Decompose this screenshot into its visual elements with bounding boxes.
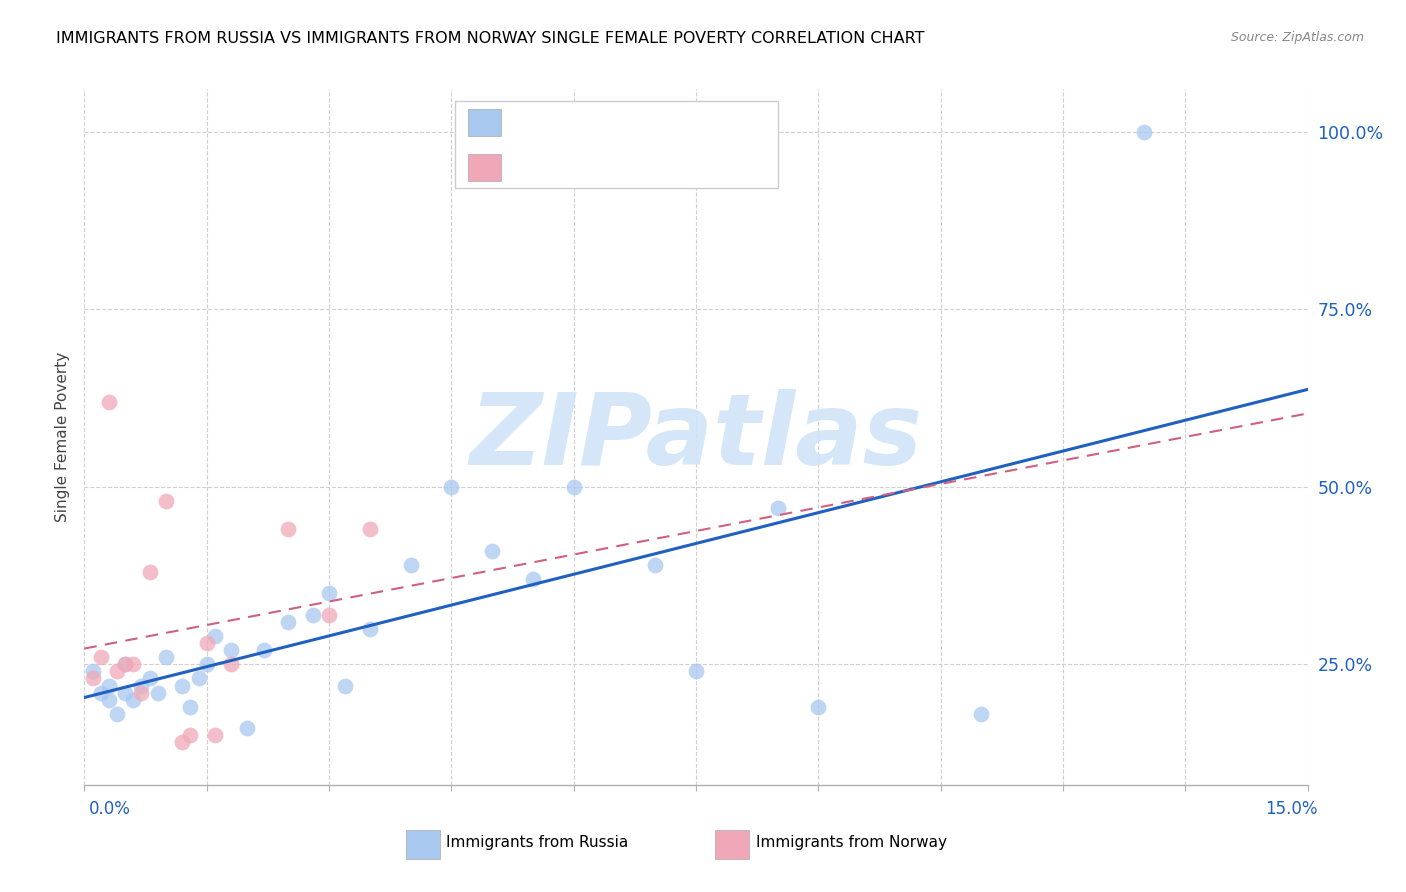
Point	[155, 494, 177, 508]
Text: 0.0%: 0.0%	[89, 799, 131, 817]
FancyBboxPatch shape	[406, 830, 440, 858]
Point	[685, 665, 707, 679]
Point	[138, 672, 160, 686]
Text: 0.323: 0.323	[561, 159, 617, 177]
Point	[122, 692, 145, 706]
Text: Immigrants from Russia: Immigrants from Russia	[446, 836, 628, 850]
Point	[172, 735, 194, 749]
Point	[114, 657, 136, 672]
Text: ZIPatlas: ZIPatlas	[470, 389, 922, 485]
Y-axis label: Single Female Poverty: Single Female Poverty	[55, 352, 70, 522]
Point	[179, 699, 201, 714]
Point	[105, 706, 128, 721]
Point	[97, 394, 120, 409]
Point	[253, 643, 276, 657]
Point	[970, 706, 993, 721]
Point	[440, 480, 463, 494]
FancyBboxPatch shape	[454, 102, 779, 188]
Point	[82, 665, 104, 679]
FancyBboxPatch shape	[716, 830, 749, 858]
Text: R =: R =	[515, 159, 553, 177]
Point	[172, 679, 194, 693]
Point	[1133, 125, 1156, 139]
Point	[90, 650, 112, 665]
Point	[301, 607, 323, 622]
Point	[138, 565, 160, 579]
Text: N =: N =	[637, 159, 676, 177]
Point	[195, 636, 218, 650]
Point	[195, 657, 218, 672]
Point	[187, 672, 209, 686]
Point	[399, 558, 422, 572]
Point	[131, 679, 153, 693]
Point	[82, 672, 104, 686]
Point	[105, 665, 128, 679]
Point	[146, 686, 169, 700]
Point	[277, 522, 299, 536]
Point	[219, 657, 242, 672]
FancyBboxPatch shape	[468, 109, 501, 136]
Point	[219, 643, 242, 657]
Point	[204, 728, 226, 742]
Point	[766, 501, 789, 516]
Text: 17: 17	[686, 159, 711, 177]
FancyBboxPatch shape	[468, 154, 501, 181]
Point	[318, 586, 340, 600]
Point	[318, 607, 340, 622]
Point	[204, 629, 226, 643]
Point	[236, 721, 259, 735]
Text: 0.589: 0.589	[561, 113, 617, 131]
Point	[114, 686, 136, 700]
Point	[155, 650, 177, 665]
Point	[97, 679, 120, 693]
Point	[481, 543, 503, 558]
Point	[277, 615, 299, 629]
Point	[562, 480, 585, 494]
Point	[97, 692, 120, 706]
Text: R =: R =	[515, 113, 553, 131]
Point	[114, 657, 136, 672]
Point	[122, 657, 145, 672]
Point	[359, 522, 381, 536]
Text: Immigrants from Norway: Immigrants from Norway	[755, 836, 946, 850]
Text: IMMIGRANTS FROM RUSSIA VS IMMIGRANTS FROM NORWAY SINGLE FEMALE POVERTY CORRELATI: IMMIGRANTS FROM RUSSIA VS IMMIGRANTS FRO…	[56, 31, 925, 46]
Point	[90, 686, 112, 700]
Point	[807, 699, 830, 714]
Point	[644, 558, 666, 572]
Point	[179, 728, 201, 742]
Text: N =: N =	[637, 113, 676, 131]
Text: Source: ZipAtlas.com: Source: ZipAtlas.com	[1230, 31, 1364, 45]
Text: 15.0%: 15.0%	[1265, 799, 1317, 817]
Point	[522, 572, 544, 586]
Point	[131, 686, 153, 700]
Point	[359, 622, 381, 636]
Point	[335, 679, 357, 693]
Text: 36: 36	[686, 113, 711, 131]
